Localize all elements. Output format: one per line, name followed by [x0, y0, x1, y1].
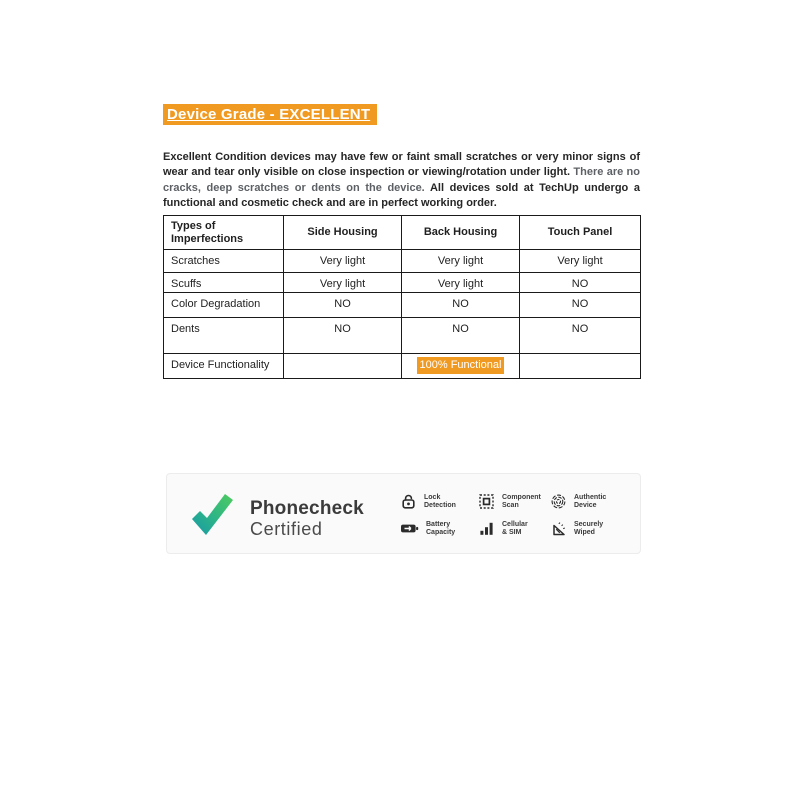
feature-authentic-device: Authentic Device [550, 493, 636, 510]
wipe-icon [553, 522, 565, 536]
feature-cellular-sim: Cellular & SIM [478, 520, 550, 537]
row-label: Color Degradation [163, 292, 284, 318]
battery-icon [401, 524, 419, 533]
table-cell: Very light [283, 272, 402, 293]
phonecheck-checkmark-icon [192, 494, 233, 535]
feature-label: Cellular & SIM [502, 520, 528, 537]
table-cell: NO [283, 317, 402, 354]
feature-label: Component Scan [502, 493, 541, 510]
table-cell: NO [283, 292, 402, 318]
brand-subtitle: Certified [250, 519, 323, 539]
table-header-row: Types of Imperfections Side Housing Back… [163, 215, 641, 250]
row-label: Scratches [163, 249, 284, 273]
phonecheck-banner: Phonecheck Certified Lock Detection Comp… [166, 473, 641, 554]
functional-highlight: 100% Functional [416, 357, 505, 374]
imperfections-table: Types of Imperfections Side Housing Back… [163, 215, 641, 379]
description-part-3: All devices sold at TechUp undergo a fun… [163, 181, 640, 210]
fingerprint-icon [551, 494, 566, 509]
table-cell: NO [519, 272, 641, 293]
table-row: Dents NO NO NO [163, 317, 641, 354]
table-cell [283, 353, 402, 379]
feature-label: Securely Wiped [574, 520, 604, 537]
table-cell: NO [519, 317, 641, 354]
feature-lock-detection: Lock Detection [400, 493, 478, 510]
table-row: Scratches Very light Very light Very lig… [163, 249, 641, 273]
condition-description: Excellent Condition devices may have few… [163, 150, 640, 212]
feature-label: Lock Detection [424, 493, 456, 510]
table-cell: 100% Functional [401, 353, 520, 379]
header-side-housing: Side Housing [283, 215, 402, 250]
feature-battery-capacity: Battery Capacity [400, 520, 478, 537]
table-cell: NO [401, 292, 520, 318]
row-label: Dents [163, 317, 284, 354]
table-row: Scuffs Very light Very light NO [163, 272, 641, 293]
feature-label: Battery Capacity [426, 520, 456, 537]
row-label: Device Functionality [163, 353, 284, 379]
table-cell: Very light [519, 249, 641, 273]
feature-component-scan: Component Scan [478, 493, 550, 510]
table-cell [519, 353, 641, 379]
certification-features: Lock Detection Component Scan Authentic [400, 493, 636, 537]
header-touch-panel: Touch Panel [519, 215, 641, 250]
description-part-2: There are no cracks, deep scratches or d… [163, 166, 640, 194]
header-back-housing: Back Housing [401, 215, 520, 250]
table-row: Color Degradation NO NO NO [163, 292, 641, 318]
component-scan-icon [479, 494, 494, 509]
page-title: Device Grade - EXCELLENT [163, 104, 378, 125]
table-row-device-functionality: Device Functionality 100% Functional [163, 353, 641, 379]
table-cell: NO [401, 317, 520, 354]
brand-block: Phonecheck Certified [250, 499, 364, 539]
table-cell: Very light [401, 249, 520, 273]
lock-icon [402, 494, 415, 509]
feature-securely-wiped: Securely Wiped [550, 520, 636, 537]
brand-name: Phonecheck [250, 498, 364, 519]
header-types-of-imperfections: Types of Imperfections [163, 215, 284, 250]
description-part-1: Excellent Condition devices may have few… [163, 151, 640, 179]
table-cell: Very light [283, 249, 402, 273]
feature-label: Authentic Device [574, 493, 607, 510]
row-label: Scuffs [163, 272, 284, 293]
signal-bars-icon [480, 522, 493, 535]
table-cell: NO [519, 292, 641, 318]
table-cell: Very light [401, 272, 520, 293]
